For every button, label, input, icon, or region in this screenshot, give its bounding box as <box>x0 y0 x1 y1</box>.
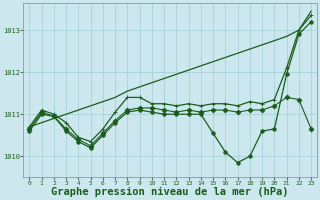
X-axis label: Graphe pression niveau de la mer (hPa): Graphe pression niveau de la mer (hPa) <box>52 187 289 197</box>
